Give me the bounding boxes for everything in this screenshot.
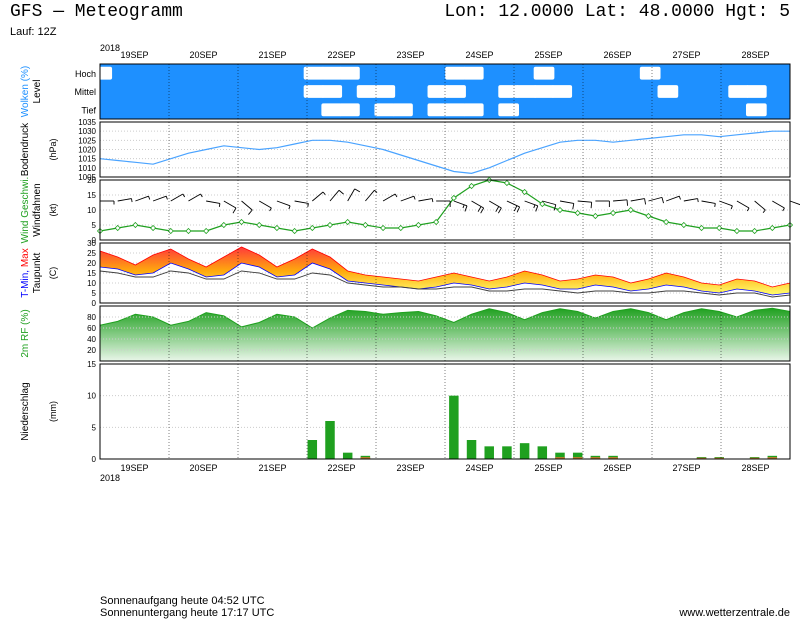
svg-text:25: 25 [87,249,96,258]
svg-text:20: 20 [87,346,96,355]
svg-text:1030: 1030 [78,127,96,136]
svg-text:40: 40 [87,335,96,344]
svg-text:Mittel: Mittel [74,87,96,97]
svg-text:0: 0 [92,455,97,464]
svg-text:(mm): (mm) [48,401,58,422]
svg-text:(hPa): (hPa) [48,138,58,160]
svg-text:26SEP: 26SEP [603,50,631,60]
svg-text:15: 15 [87,360,96,369]
svg-text:15: 15 [87,191,96,200]
svg-text:T-Min, Max: T-Min, Max [20,248,31,297]
svg-text:15: 15 [87,269,96,278]
svg-text:10: 10 [87,392,96,401]
svg-text:2018: 2018 [100,43,120,53]
svg-text:23SEP: 23SEP [396,50,424,60]
sunrise-label: Sonnenaufgang heute 04:52 UTC [100,595,790,607]
svg-text:21SEP: 21SEP [258,463,286,473]
svg-text:10: 10 [87,279,96,288]
svg-text:20: 20 [87,176,96,185]
meteogram: 201819SEP20SEP21SEP22SEP23SEP24SEP25SEP2… [0,40,800,585]
svg-text:24SEP: 24SEP [465,50,493,60]
svg-text:23SEP: 23SEP [396,463,424,473]
svg-text:Niederschlag: Niederschlag [20,382,31,440]
source-label: www.wetterzentrale.de [679,607,790,619]
svg-text:1010: 1010 [78,164,96,173]
svg-text:5: 5 [92,289,97,298]
svg-text:22SEP: 22SEP [327,463,355,473]
footer: Sonnenaufgang heute 04:52 UTC Sonnenunte… [100,595,790,619]
svg-text:27SEP: 27SEP [672,50,700,60]
svg-text:1035: 1035 [78,118,96,127]
svg-text:30: 30 [87,239,96,248]
svg-text:5: 5 [92,423,97,432]
svg-text:1025: 1025 [78,136,96,145]
svg-text:Bodendruck: Bodendruck [20,122,31,176]
svg-text:Hoch: Hoch [75,69,96,79]
svg-text:80: 80 [87,313,96,322]
svg-text:19SEP: 19SEP [120,50,148,60]
svg-text:20SEP: 20SEP [189,50,217,60]
svg-text:27SEP: 27SEP [672,463,700,473]
svg-text:(kt): (kt) [48,204,58,217]
svg-text:1020: 1020 [78,146,96,155]
svg-text:2m RF (%): 2m RF (%) [20,309,31,357]
svg-text:26SEP: 26SEP [603,463,631,473]
svg-text:Taupunkt: Taupunkt [32,252,43,293]
svg-text:20: 20 [87,259,96,268]
svg-text:5: 5 [92,221,97,230]
svg-text:25SEP: 25SEP [534,463,562,473]
svg-text:(C): (C) [48,267,58,280]
run-label: Lauf: 12Z [10,26,56,38]
svg-text:2018: 2018 [100,473,120,483]
svg-text:25SEP: 25SEP [534,50,562,60]
svg-text:24SEP: 24SEP [465,463,493,473]
svg-text:21SEP: 21SEP [258,50,286,60]
svg-text:10: 10 [87,206,96,215]
svg-text:1015: 1015 [78,155,96,164]
svg-text:0: 0 [92,299,97,308]
svg-text:19SEP: 19SEP [120,463,148,473]
title-right: Lon: 12.0000 Lat: 48.0000 Hgt: 5 [444,2,790,22]
svg-text:Wolken (%): Wolken (%) [20,66,31,118]
svg-text:Level: Level [32,80,43,104]
svg-text:60: 60 [87,324,96,333]
svg-text:28SEP: 28SEP [741,50,769,60]
svg-text:Tief: Tief [81,106,96,116]
svg-text:Windfahnen: Windfahnen [32,183,43,236]
title-left: GFS — Meteogramm [10,2,183,22]
svg-text:Wind Geschwi.: Wind Geschwi. [20,177,31,244]
svg-text:20SEP: 20SEP [189,463,217,473]
svg-text:22SEP: 22SEP [327,50,355,60]
svg-text:28SEP: 28SEP [741,463,769,473]
